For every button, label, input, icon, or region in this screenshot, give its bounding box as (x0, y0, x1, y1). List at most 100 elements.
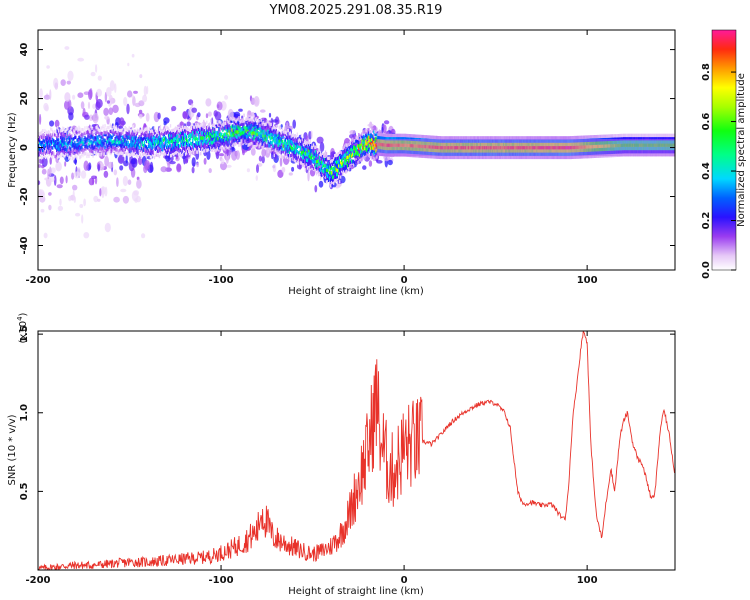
spectrogram-speckle (104, 115, 110, 120)
spectrogram-ridge-cell (176, 128, 179, 133)
spectrogram-ridge-cell (341, 162, 343, 166)
spectrogram-ridge-cell (333, 176, 335, 181)
spectrogram-speckle (310, 130, 313, 139)
spectrogram-ridge-cell (140, 147, 142, 151)
spectrogram-ridge-cell (56, 132, 58, 137)
spectrogram-ridge-cell (245, 139, 247, 143)
spectrogram-ridge-cell (482, 136, 484, 140)
spectrogram-speckle (41, 168, 47, 175)
spectrogram-speckle (191, 103, 194, 107)
spectrogram-ridge-cell (66, 148, 68, 152)
spectrogram-ridge-cell (348, 167, 350, 171)
spectrogram-ridge-cell (255, 141, 257, 145)
spectrogram-ridge-cell (192, 138, 194, 142)
spectrogram-ridge-cell (246, 135, 248, 139)
spectrogram-ridge-cell (248, 143, 250, 147)
spectrogram-ridge-cell (153, 142, 156, 146)
spectrogram-ridge-cell (66, 150, 68, 154)
spectrogram-ridge-cell (49, 152, 51, 157)
spectrogram-ridge-cell (252, 127, 254, 132)
spectrogram-ridge-cell (370, 130, 372, 134)
spectrogram-ridge-cell (346, 169, 348, 173)
spectrogram-ridge-cell (399, 133, 401, 138)
spectrogram-ridge-cell (65, 152, 67, 157)
spectrogram-ridge-cell (214, 133, 216, 137)
spectrogram-ridge-cell (222, 128, 224, 132)
spectrogram-ridge-cell (577, 135, 579, 140)
spectrogram-ridge-cell (262, 130, 264, 134)
spectrogram-ridge-cell (264, 143, 266, 147)
spectrogram-ridge-cell (273, 153, 275, 158)
spectrogram-ridge-cell (560, 136, 562, 140)
spectrogram-ridge-cell (302, 149, 305, 153)
spectrogram-ridge-cell (269, 140, 271, 145)
spectrogram-ridge-cell (178, 144, 181, 148)
spectrogram-ridge-cell (100, 131, 102, 136)
spectrogram-ridge-cell (65, 129, 67, 133)
spectrogram-speckle (319, 141, 325, 153)
spectrogram-ridge-cell (257, 131, 259, 135)
spectrogram-ridge-cell (213, 143, 215, 148)
spectrogram-speckle (260, 117, 267, 122)
spectrogram-ridge-cell (278, 139, 280, 143)
spectrogram-ridge-cell (596, 154, 598, 158)
spectrogram-ridge-cell (233, 120, 235, 124)
spectrogram-ridge-cell (161, 132, 164, 137)
spectrogram-ridge-cell (195, 140, 197, 144)
spectrogram-ridge-cell (193, 125, 195, 129)
spectrogram-speckle (106, 87, 112, 97)
spectrogram-speckle (103, 170, 109, 178)
spectrogram-speckle (48, 204, 52, 211)
spectrogram-ridge-cell (600, 134, 603, 139)
spectrogram-ridge-cell (334, 175, 336, 179)
spectrogram-ridge-cell (195, 123, 197, 127)
spectrogram-ridge-cell (130, 129, 132, 133)
spectrogram-speckle (97, 75, 102, 81)
spectrogram-ridge-cell (488, 136, 490, 140)
spectrogram-ridge-cell (242, 140, 244, 144)
spectrogram-ridge-cell (356, 151, 358, 156)
spectrogram-ridge-cell (341, 167, 343, 171)
spectrogram-ridge-cell (473, 136, 476, 140)
spectrogram-ridge-cell (446, 136, 448, 140)
spectrogram-speckle (38, 164, 42, 168)
spectrogram-ridge-cell (299, 146, 302, 150)
spectrogram-ridge-cell (255, 143, 257, 148)
spectrogram-ridge-cell (164, 149, 167, 153)
spectrogram-ridge-cell (49, 131, 51, 135)
spectrogram-ridge-cell (431, 135, 433, 139)
spectrogram-ridge-cell (52, 139, 54, 144)
spectrogram-ridge-cell (163, 128, 166, 132)
spectrogram-ridge-cell (59, 141, 61, 145)
spectrogram-ridge-cell (485, 155, 487, 160)
spectrogram-ridge-cell (82, 133, 84, 137)
spectrogram-ridge-cell (609, 134, 612, 138)
spectrogram-ridge-cell (105, 148, 107, 153)
spectrogram-ridge-cell (557, 155, 559, 160)
spectrogram-ridge-cell (139, 148, 141, 153)
spectrogram-speckle (87, 101, 91, 109)
spectrogram-ridge-cell (45, 155, 47, 159)
spectrogram-ridge-cell (64, 154, 66, 158)
spectrogram-ridge-cell (96, 151, 98, 155)
spectrogram-ridge-cell (573, 155, 575, 159)
spectrogram-ridge-cell (278, 131, 280, 136)
spectrogram-ridge-cell (596, 134, 598, 139)
spectrogram-ridge-cell (256, 132, 258, 137)
spectrogram-ridge-cell (58, 152, 60, 156)
spectrogram-ridge-cell (259, 137, 261, 142)
spectrogram-ridge-cell (218, 148, 220, 152)
spectrogram-ridge-cell (78, 125, 80, 130)
spectrogram-ridge-cell (176, 148, 179, 152)
spectrogram-ridge-cell (329, 165, 331, 169)
spectrogram-ridge-cell (369, 154, 371, 158)
spectrogram-ridge-cell (233, 139, 235, 143)
spectrogram-ridge-cell (186, 138, 188, 142)
spectrogram-ridge-cell (389, 137, 391, 141)
spectrogram-ridge-cell (109, 138, 111, 142)
spectrogram-ridge-cell (138, 150, 140, 155)
spectrogram-ridge-cell (346, 143, 348, 147)
spectrogram-ridge-cell (296, 149, 298, 154)
spectrogram-ridge-cell (338, 152, 340, 156)
spectrogram-ridge-cell (230, 131, 232, 135)
